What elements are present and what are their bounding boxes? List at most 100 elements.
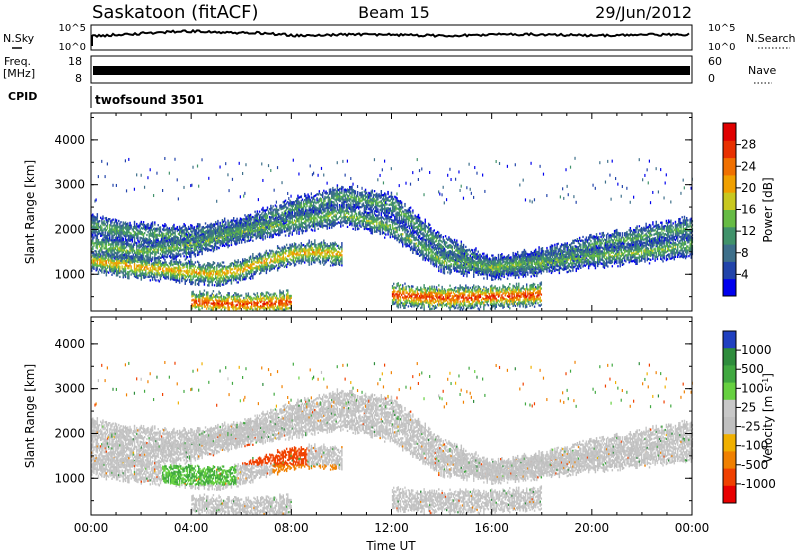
power-cell bbox=[112, 245, 114, 248]
power-cell bbox=[165, 250, 167, 253]
power-cell bbox=[258, 264, 261, 267]
power-cell bbox=[95, 244, 97, 247]
power-cell bbox=[149, 238, 152, 241]
power-cell bbox=[217, 230, 219, 233]
power-cell bbox=[218, 232, 220, 236]
power-cell bbox=[214, 306, 217, 309]
power-cell bbox=[102, 241, 104, 244]
power-cell bbox=[194, 281, 197, 284]
power-cell bbox=[257, 231, 260, 234]
power-cell bbox=[209, 223, 211, 227]
power-cell bbox=[139, 266, 141, 269]
power-cell bbox=[244, 230, 246, 234]
power-cell bbox=[138, 268, 140, 271]
power-cell bbox=[246, 217, 248, 221]
power-cell bbox=[92, 245, 94, 249]
power-cell bbox=[242, 232, 244, 235]
power-cell bbox=[271, 259, 273, 262]
power-cell bbox=[125, 227, 128, 230]
power-cell bbox=[136, 228, 138, 232]
power-cell bbox=[231, 236, 234, 240]
power-cell bbox=[114, 243, 117, 246]
power-cell bbox=[189, 255, 191, 258]
power-cell bbox=[270, 301, 272, 304]
power-cell bbox=[249, 224, 252, 227]
power-cell bbox=[115, 252, 118, 255]
power-cell bbox=[131, 271, 133, 274]
power-cell bbox=[218, 269, 220, 273]
power-cell bbox=[123, 247, 126, 250]
power-cell bbox=[279, 295, 281, 298]
power-cell bbox=[279, 233, 281, 236]
power-cell bbox=[130, 257, 132, 260]
power-cell bbox=[96, 256, 99, 259]
power-cell bbox=[148, 273, 150, 277]
power-cell bbox=[237, 236, 239, 240]
power-cell bbox=[190, 240, 192, 243]
power-cell bbox=[194, 300, 197, 303]
power-cell bbox=[244, 214, 246, 217]
power-cell bbox=[285, 305, 288, 308]
power-cell bbox=[193, 273, 195, 276]
power-cell bbox=[251, 305, 253, 308]
power-cell bbox=[219, 292, 221, 295]
power-cell bbox=[118, 219, 120, 223]
power-cell bbox=[199, 308, 201, 311]
power-cell bbox=[263, 306, 265, 310]
power-cell bbox=[187, 252, 190, 256]
power-cell bbox=[141, 231, 144, 234]
power-cell bbox=[216, 284, 218, 287]
power-cell bbox=[218, 283, 220, 287]
power-cell bbox=[211, 231, 214, 234]
power-cell bbox=[107, 253, 110, 256]
power-cell bbox=[92, 235, 94, 238]
power-cell bbox=[173, 272, 175, 275]
power-cell bbox=[125, 243, 128, 246]
power-cell bbox=[309, 164, 311, 168]
power-cell bbox=[225, 274, 227, 277]
power-cell bbox=[251, 216, 253, 219]
power-cell bbox=[267, 300, 270, 303]
power-cell bbox=[252, 308, 254, 311]
power-cell bbox=[141, 246, 144, 249]
power-cell bbox=[222, 265, 225, 268]
power-cell bbox=[101, 228, 103, 231]
power-cell bbox=[264, 219, 266, 222]
power-cell bbox=[93, 221, 95, 224]
power-cell bbox=[232, 219, 235, 222]
nsky-panel: N.Sky 10^5 10^0 N.Search 10^5 10^0 bbox=[3, 23, 796, 53]
power-cell bbox=[118, 251, 120, 254]
power-cell bbox=[178, 281, 181, 284]
power-cell bbox=[200, 274, 202, 277]
power-cell bbox=[143, 245, 146, 248]
power-cell bbox=[275, 250, 278, 253]
power-cell bbox=[133, 271, 136, 274]
power-cell bbox=[98, 232, 101, 235]
power-cell bbox=[128, 230, 130, 234]
power-cell bbox=[237, 293, 239, 296]
power-cell bbox=[118, 241, 120, 244]
power-cell bbox=[186, 233, 189, 237]
power-cell bbox=[171, 242, 173, 245]
power-cell bbox=[107, 243, 110, 246]
power-cell bbox=[275, 229, 278, 232]
power-cell bbox=[130, 232, 132, 235]
power-cell bbox=[140, 276, 143, 279]
power-cell bbox=[133, 256, 136, 260]
power-cell bbox=[296, 232, 298, 235]
power-cell bbox=[214, 298, 217, 301]
power-cell bbox=[93, 252, 95, 255]
power-cell bbox=[278, 250, 280, 254]
power-cell bbox=[245, 261, 247, 264]
power-cell bbox=[148, 244, 150, 247]
power-cell bbox=[95, 230, 97, 233]
power-cell bbox=[158, 280, 161, 283]
power-cell bbox=[160, 239, 163, 242]
power-cell bbox=[227, 296, 229, 299]
power-cell bbox=[201, 275, 203, 278]
power-cell bbox=[263, 294, 265, 297]
power-cell bbox=[217, 235, 219, 239]
power-cell bbox=[260, 300, 262, 304]
power-cell bbox=[249, 217, 252, 220]
